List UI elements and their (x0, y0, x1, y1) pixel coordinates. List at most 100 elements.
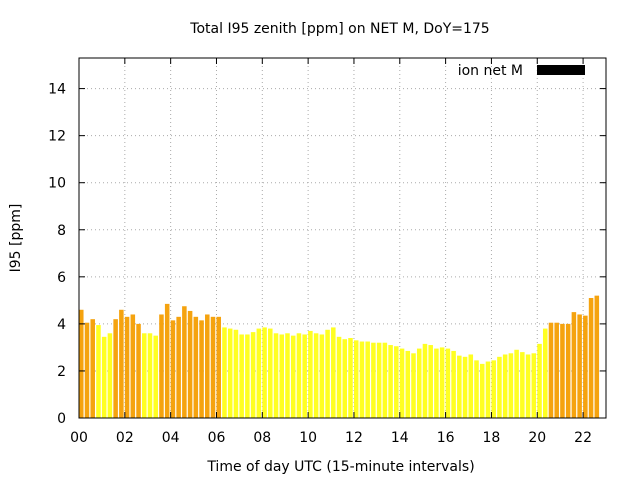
x-tick-label: 22 (574, 430, 592, 446)
bar (428, 345, 433, 418)
bar (313, 333, 319, 418)
bar (273, 333, 279, 418)
bar (405, 350, 411, 418)
bar (245, 334, 250, 418)
bars (79, 295, 600, 418)
x-tick-label: 00 (70, 430, 88, 446)
bar (233, 329, 239, 418)
x-axis-label: Time of day UTC (15-minute intervals) (206, 459, 474, 475)
chart-title: Total I95 zenith [ppm] on NET M, DoY=175 (189, 21, 489, 37)
bar (416, 348, 422, 418)
bar (159, 314, 164, 418)
bar (457, 355, 462, 418)
bar (96, 325, 101, 418)
bar (153, 335, 158, 418)
bar (342, 339, 348, 418)
x-tick-label: 18 (483, 430, 501, 446)
bar (508, 353, 514, 418)
bar (502, 354, 508, 418)
bar (497, 356, 502, 418)
bar (84, 322, 90, 418)
y-tick-label: 6 (57, 270, 66, 286)
bar (90, 319, 95, 418)
bar (222, 327, 227, 418)
bar (491, 360, 496, 418)
bar (250, 332, 256, 418)
bar (285, 333, 290, 418)
y-tick-label: 4 (57, 317, 66, 333)
bar (119, 309, 124, 418)
bar (531, 353, 537, 418)
bar (256, 328, 262, 418)
bar (262, 327, 267, 418)
bar (176, 316, 181, 418)
y-tick-label: 8 (57, 223, 66, 239)
bar (588, 298, 594, 418)
bar (554, 322, 559, 418)
bar (331, 327, 336, 418)
bar (130, 314, 136, 418)
bar (142, 333, 147, 418)
legend-label: ion net M (458, 63, 523, 79)
bar (319, 334, 325, 418)
bar (336, 336, 342, 418)
bar (468, 354, 474, 418)
bar (434, 348, 439, 418)
bar (451, 350, 456, 418)
bar (537, 343, 542, 418)
bar (268, 328, 273, 418)
bar (290, 335, 296, 418)
bar (193, 316, 199, 418)
bar (542, 328, 548, 418)
bar (583, 315, 588, 418)
bar (302, 334, 307, 418)
bar (353, 340, 359, 418)
bar (147, 333, 153, 418)
bar (479, 363, 485, 418)
legend-swatch (537, 65, 585, 75)
bar (107, 333, 113, 418)
bar (594, 295, 600, 418)
bar (365, 341, 370, 418)
bar (376, 342, 382, 418)
bar (525, 354, 531, 418)
bar (296, 333, 302, 418)
bar (124, 316, 130, 418)
x-tick-label: 04 (162, 430, 180, 446)
bar (187, 310, 193, 418)
bar (170, 320, 176, 418)
bar (216, 316, 222, 418)
bar (439, 347, 445, 418)
x-tick-label: 12 (345, 430, 363, 446)
plot-frame (78, 57, 607, 419)
bar (399, 348, 405, 418)
y-tick-label: 10 (48, 176, 66, 192)
x-tick-label: 08 (253, 430, 271, 446)
bar (199, 320, 204, 418)
bar (411, 353, 416, 418)
bar (422, 343, 428, 418)
bar (565, 323, 571, 418)
bar (136, 323, 141, 418)
bar (382, 342, 388, 418)
y-tick-label: 12 (48, 129, 66, 145)
x-tick-label: 20 (528, 430, 546, 446)
bar (445, 348, 451, 418)
x-tick-label: 02 (116, 430, 134, 446)
bar (514, 349, 519, 418)
y-axis-label: I95 [ppm] (8, 204, 24, 273)
bar (485, 361, 491, 418)
bar (164, 303, 170, 418)
legend: ion net M (458, 63, 585, 79)
bar (359, 341, 365, 418)
x-tick-label: 10 (299, 430, 317, 446)
x-axis: 00 02 04 06 08 10 12 14 16 18 20 22 (70, 58, 592, 446)
bar (560, 323, 565, 418)
bar (348, 338, 353, 418)
x-tick-label: 16 (437, 430, 455, 446)
bar (113, 319, 118, 418)
bar (205, 314, 210, 418)
bar (101, 336, 107, 418)
x-tick-label: 14 (391, 430, 409, 446)
